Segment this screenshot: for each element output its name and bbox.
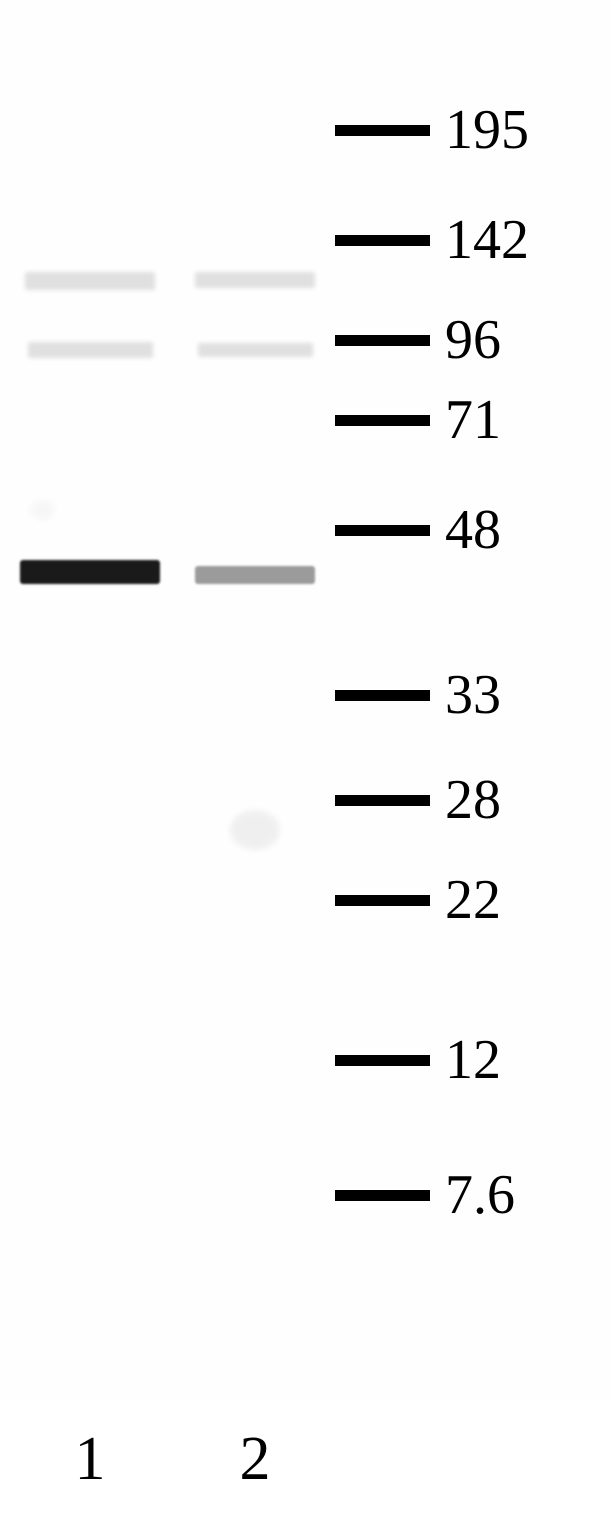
blot-region: 195 142 96 71 48 33 28 22 12 7.6 bbox=[0, 0, 611, 1400]
marker-tick-12 bbox=[335, 1055, 430, 1066]
lane-1-main-band bbox=[20, 560, 160, 584]
marker-tick-142 bbox=[335, 235, 430, 246]
marker-tick-195 bbox=[335, 125, 430, 136]
noise-spot bbox=[30, 500, 55, 520]
marker-label-48: 48 bbox=[445, 498, 501, 562]
lane-label-1: 1 bbox=[75, 1424, 106, 1495]
lane-2-region bbox=[190, 0, 340, 1400]
noise-spot bbox=[230, 810, 280, 850]
marker-label-7p6: 7.6 bbox=[445, 1163, 515, 1227]
marker-label-195: 195 bbox=[445, 98, 529, 162]
lane-label-2: 2 bbox=[240, 1424, 271, 1495]
marker-tick-33 bbox=[335, 690, 430, 701]
marker-tick-28 bbox=[335, 795, 430, 806]
marker-label-142: 142 bbox=[445, 208, 529, 272]
marker-label-22: 22 bbox=[445, 868, 501, 932]
marker-tick-96 bbox=[335, 335, 430, 346]
marker-tick-22 bbox=[335, 895, 430, 906]
marker-label-96: 96 bbox=[445, 308, 501, 372]
lane-2-faint-band-2 bbox=[198, 343, 313, 357]
lane-1-faint-band-1 bbox=[25, 272, 155, 290]
marker-tick-7p6 bbox=[335, 1190, 430, 1201]
lane-2-faint-band-1 bbox=[195, 272, 315, 288]
lane-2-main-band bbox=[195, 566, 315, 584]
lane-1-faint-band-2 bbox=[28, 342, 153, 358]
marker-tick-48 bbox=[335, 525, 430, 536]
marker-label-33: 33 bbox=[445, 663, 501, 727]
marker-label-28: 28 bbox=[445, 768, 501, 832]
marker-tick-71 bbox=[335, 415, 430, 426]
marker-label-71: 71 bbox=[445, 388, 501, 452]
lane-1-region bbox=[20, 0, 170, 1400]
marker-label-12: 12 bbox=[445, 1028, 501, 1092]
